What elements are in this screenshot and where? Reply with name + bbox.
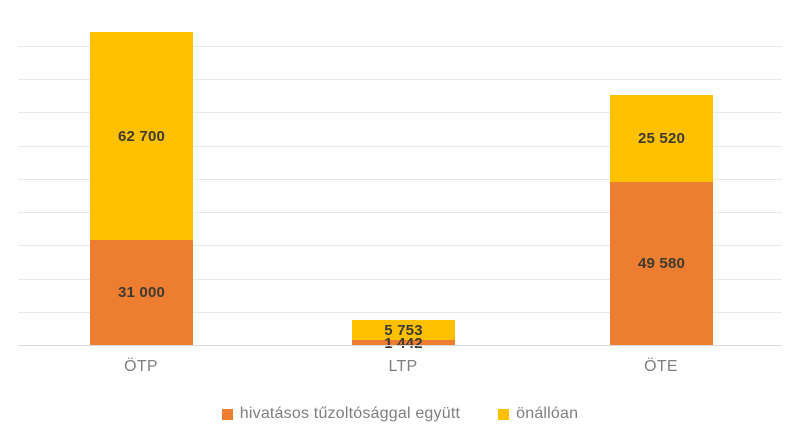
gridline (18, 112, 782, 113)
bar-label-onalloan-ltp: 5 753 (384, 321, 423, 339)
plot-area: 62 700 31 000 5 753 1 442 25 520 49 580 (18, 32, 782, 351)
bar-segment-hivatasos-ote[interactable]: 49 580 (610, 182, 713, 345)
bar-label-onalloan-ote: 25 520 (637, 130, 686, 147)
gridline (18, 79, 782, 80)
gridline (18, 46, 782, 47)
gridline (18, 245, 782, 246)
bar-segment-onalloan-ltp[interactable]: 5 753 (352, 320, 455, 340)
bar-segment-onalloan-otp[interactable]: 62 700 (90, 32, 193, 240)
legend-swatch-orange-icon (221, 408, 233, 420)
legend-item-onalloan[interactable]: önállóan (498, 405, 578, 423)
gridline (18, 146, 782, 147)
bar-segment-onalloan-ote[interactable]: 25 520 (610, 95, 713, 182)
legend-swatch-yellow-icon (498, 408, 510, 420)
legend-item-hivatasos[interactable]: hivatásos tűzoltósággal együtt (221, 405, 461, 423)
category-axis-line (18, 345, 782, 346)
bar-label-hivatasos-ltp: 1 442 (384, 335, 423, 352)
bar-label-hivatasos-otp: 31 000 (117, 284, 166, 301)
legend-label-hivatasos: hivatásos tűzoltósággal együtt (239, 405, 461, 422)
gridline (18, 212, 782, 213)
gridline (18, 179, 782, 180)
gridline (18, 279, 782, 280)
gridline (18, 312, 782, 313)
category-label-ltp: LTP (388, 358, 418, 375)
bar-segment-hivatasos-ltp[interactable] (352, 340, 455, 345)
bar-group-ote[interactable]: 25 520 49 580 (610, 95, 713, 345)
category-label-otp: ÖTP (124, 358, 158, 375)
legend-label-onalloan: önállóan (516, 405, 579, 422)
bar-group-otp[interactable]: 62 700 31 000 (90, 32, 193, 345)
chart-legend: hivatásos tűzoltósággal együtt önállóan (0, 405, 800, 423)
bar-label-hivatasos-ote: 49 580 (637, 255, 686, 272)
category-label-ote: ÖTE (644, 358, 678, 375)
bar-group-ltp[interactable]: 5 753 1 442 (352, 320, 455, 351)
bar-label-onalloan-otp: 62 700 (117, 127, 166, 145)
bar-segment-hivatasos-otp[interactable]: 31 000 (90, 240, 193, 345)
